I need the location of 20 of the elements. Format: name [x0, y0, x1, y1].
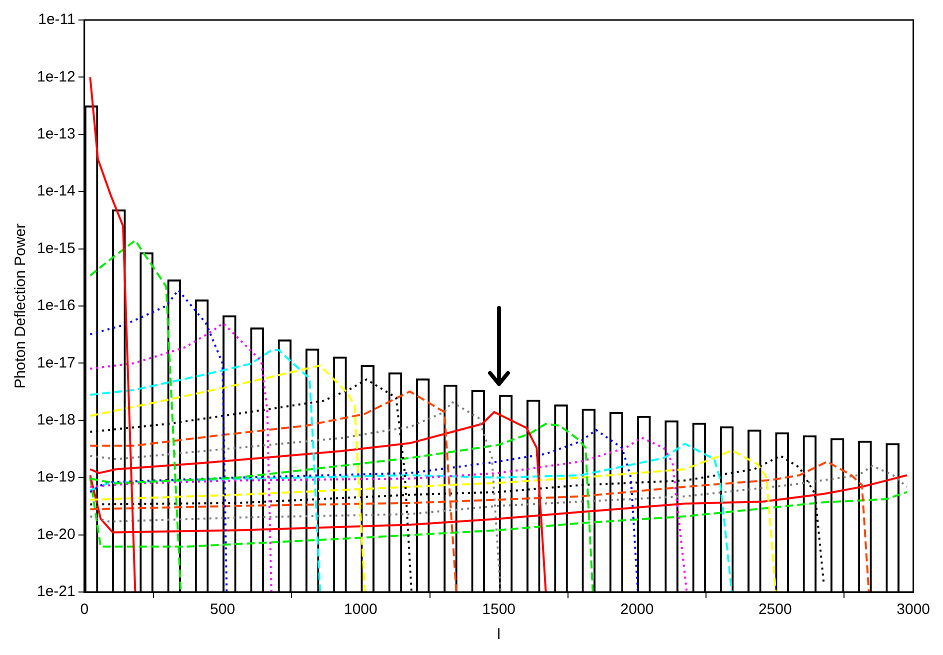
x-tick-label: 2500	[758, 601, 792, 618]
y-tick-label: 1e-14	[36, 182, 76, 200]
x-tick-label: 2000	[620, 601, 654, 618]
x-tick-label: 0	[80, 601, 89, 618]
y-tick-label: 1e-16	[36, 297, 76, 314]
y-tick-label: 1e-15	[36, 240, 76, 257]
y-tick-label: 1e-12	[36, 68, 76, 86]
y-tick-label: 1e-18	[36, 412, 76, 429]
x-tick-label: 1500	[482, 601, 516, 618]
y-tick-label: 1e-17	[36, 354, 76, 372]
y-tick-label: 1e-20	[36, 526, 76, 543]
y-tick-label: 1e-13	[36, 126, 76, 143]
y-axis-title: Photon Deflection Power	[12, 223, 30, 389]
y-tick-label: 1e-19	[36, 468, 76, 486]
y-tick-label: 1e-21	[36, 583, 76, 600]
x-tick-label: 500	[210, 601, 236, 618]
y-tick-label: 1e-11	[38, 11, 76, 28]
x-axis-title: l	[497, 626, 501, 644]
x-tick-label: 1000	[344, 601, 378, 618]
x-tick-label: 3000	[896, 601, 930, 618]
